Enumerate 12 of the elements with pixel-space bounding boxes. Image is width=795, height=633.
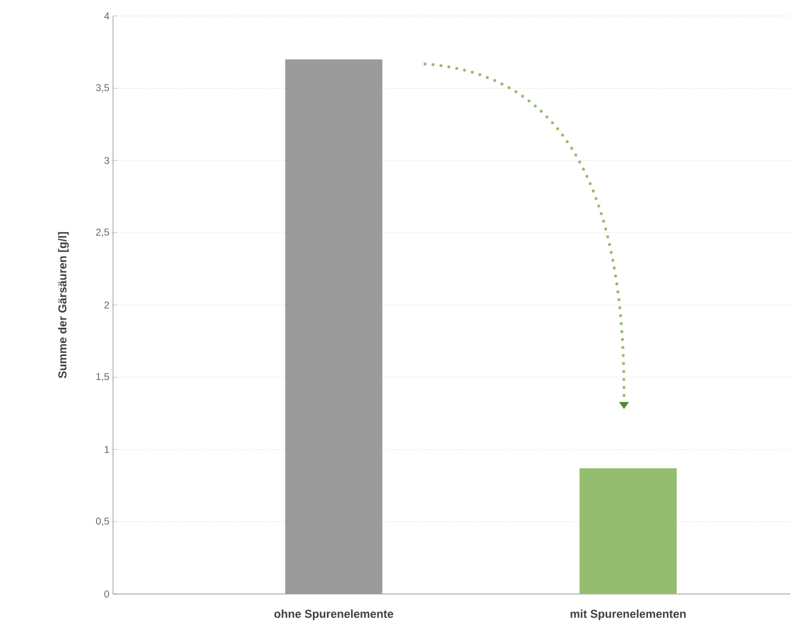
y-tick-label: 3 — [104, 156, 110, 164]
y-tick-label: 1 — [104, 446, 110, 453]
y-tick-label: 0,5 — [96, 518, 110, 526]
y-axis-title: Summe der Gärsäuren [g/l] — [58, 232, 69, 378]
y-tick-label: 2 — [104, 302, 109, 308]
y-tick-label: 4 — [104, 12, 110, 20]
x-tick-label: mit Spurenelementen — [570, 610, 686, 620]
y-tick-label: 1,5 — [96, 373, 110, 382]
y-tick-label: 2,5 — [96, 228, 110, 237]
y-tick-label: 3,5 — [96, 84, 110, 92]
x-tick-label: ohne Spurenelemente — [274, 610, 394, 620]
y-tick-label: 0 — [104, 590, 110, 598]
